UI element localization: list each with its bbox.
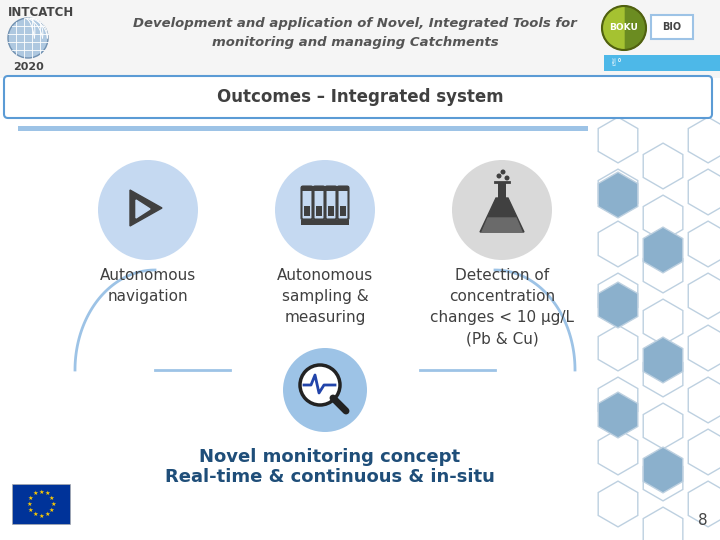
Text: Autonomous
sampling &
measuring: Autonomous sampling & measuring: [277, 268, 373, 325]
Circle shape: [500, 170, 505, 174]
Text: Outcomes – Integrated system: Outcomes – Integrated system: [217, 88, 503, 106]
Polygon shape: [598, 325, 638, 371]
Polygon shape: [643, 337, 683, 383]
FancyBboxPatch shape: [12, 484, 70, 524]
Text: 2020: 2020: [13, 62, 43, 72]
Wedge shape: [624, 6, 646, 50]
Polygon shape: [130, 190, 162, 226]
Polygon shape: [598, 429, 638, 475]
FancyBboxPatch shape: [498, 182, 506, 198]
FancyBboxPatch shape: [301, 220, 349, 225]
Text: ★: ★: [38, 514, 44, 518]
FancyBboxPatch shape: [304, 206, 310, 216]
FancyBboxPatch shape: [18, 126, 588, 131]
Text: INTCATCH: INTCATCH: [8, 6, 74, 19]
FancyBboxPatch shape: [316, 206, 322, 216]
Polygon shape: [598, 273, 638, 319]
Text: ★: ★: [26, 502, 32, 507]
Text: Development and application of Novel, Integrated Tools for
monitoring and managi: Development and application of Novel, In…: [133, 17, 577, 49]
Text: BOKU: BOKU: [610, 24, 639, 32]
Text: ★: ★: [28, 508, 33, 512]
Text: ★: ★: [32, 512, 38, 517]
Polygon shape: [688, 481, 720, 527]
Text: Autonomous
navigation: Autonomous navigation: [100, 268, 196, 304]
Polygon shape: [598, 169, 638, 215]
Text: ★: ★: [28, 496, 33, 501]
Polygon shape: [643, 247, 683, 293]
Text: Detection of
concentration
changes < 10 μg/L
(Pb & Cu): Detection of concentration changes < 10 …: [430, 268, 574, 346]
Polygon shape: [643, 351, 683, 397]
Text: ★: ★: [50, 502, 56, 507]
FancyBboxPatch shape: [4, 76, 712, 118]
Wedge shape: [602, 6, 624, 50]
Text: 8: 8: [698, 513, 708, 528]
Text: ★: ★: [44, 512, 50, 517]
Circle shape: [505, 176, 510, 180]
Text: ★: ★: [48, 508, 54, 512]
Polygon shape: [598, 282, 638, 328]
Text: ★: ★: [38, 489, 44, 495]
Circle shape: [497, 173, 502, 179]
Circle shape: [8, 18, 48, 58]
Polygon shape: [482, 218, 522, 232]
Circle shape: [275, 160, 375, 260]
FancyBboxPatch shape: [651, 15, 693, 39]
Polygon shape: [480, 198, 524, 232]
Text: ✌°: ✌°: [610, 58, 623, 68]
Polygon shape: [643, 143, 683, 189]
Text: ★: ★: [48, 496, 54, 501]
Polygon shape: [688, 429, 720, 475]
FancyBboxPatch shape: [340, 206, 346, 216]
Polygon shape: [643, 455, 683, 501]
Circle shape: [283, 348, 367, 432]
Circle shape: [452, 160, 552, 260]
Polygon shape: [598, 392, 638, 438]
Polygon shape: [643, 507, 683, 540]
Polygon shape: [643, 447, 683, 493]
Polygon shape: [688, 325, 720, 371]
Text: Novel monitoring concept: Novel monitoring concept: [199, 448, 461, 466]
Text: ★: ★: [32, 491, 38, 496]
Polygon shape: [598, 221, 638, 267]
Polygon shape: [643, 195, 683, 241]
Circle shape: [300, 365, 340, 405]
Polygon shape: [598, 117, 638, 163]
FancyBboxPatch shape: [328, 206, 334, 216]
Polygon shape: [688, 377, 720, 423]
Polygon shape: [136, 200, 150, 218]
Polygon shape: [688, 273, 720, 319]
Circle shape: [98, 160, 198, 260]
Polygon shape: [643, 403, 683, 449]
Polygon shape: [598, 377, 638, 423]
Text: ★: ★: [44, 491, 50, 496]
Polygon shape: [688, 169, 720, 215]
FancyBboxPatch shape: [0, 0, 720, 78]
Polygon shape: [598, 172, 638, 218]
Polygon shape: [688, 117, 720, 163]
Text: Real-time & continuous & in-situ: Real-time & continuous & in-situ: [165, 468, 495, 486]
Polygon shape: [688, 221, 720, 267]
Polygon shape: [598, 481, 638, 527]
FancyBboxPatch shape: [301, 186, 349, 191]
FancyBboxPatch shape: [604, 55, 720, 71]
Polygon shape: [643, 299, 683, 345]
Polygon shape: [643, 227, 683, 273]
Text: BIO: BIO: [662, 22, 682, 32]
